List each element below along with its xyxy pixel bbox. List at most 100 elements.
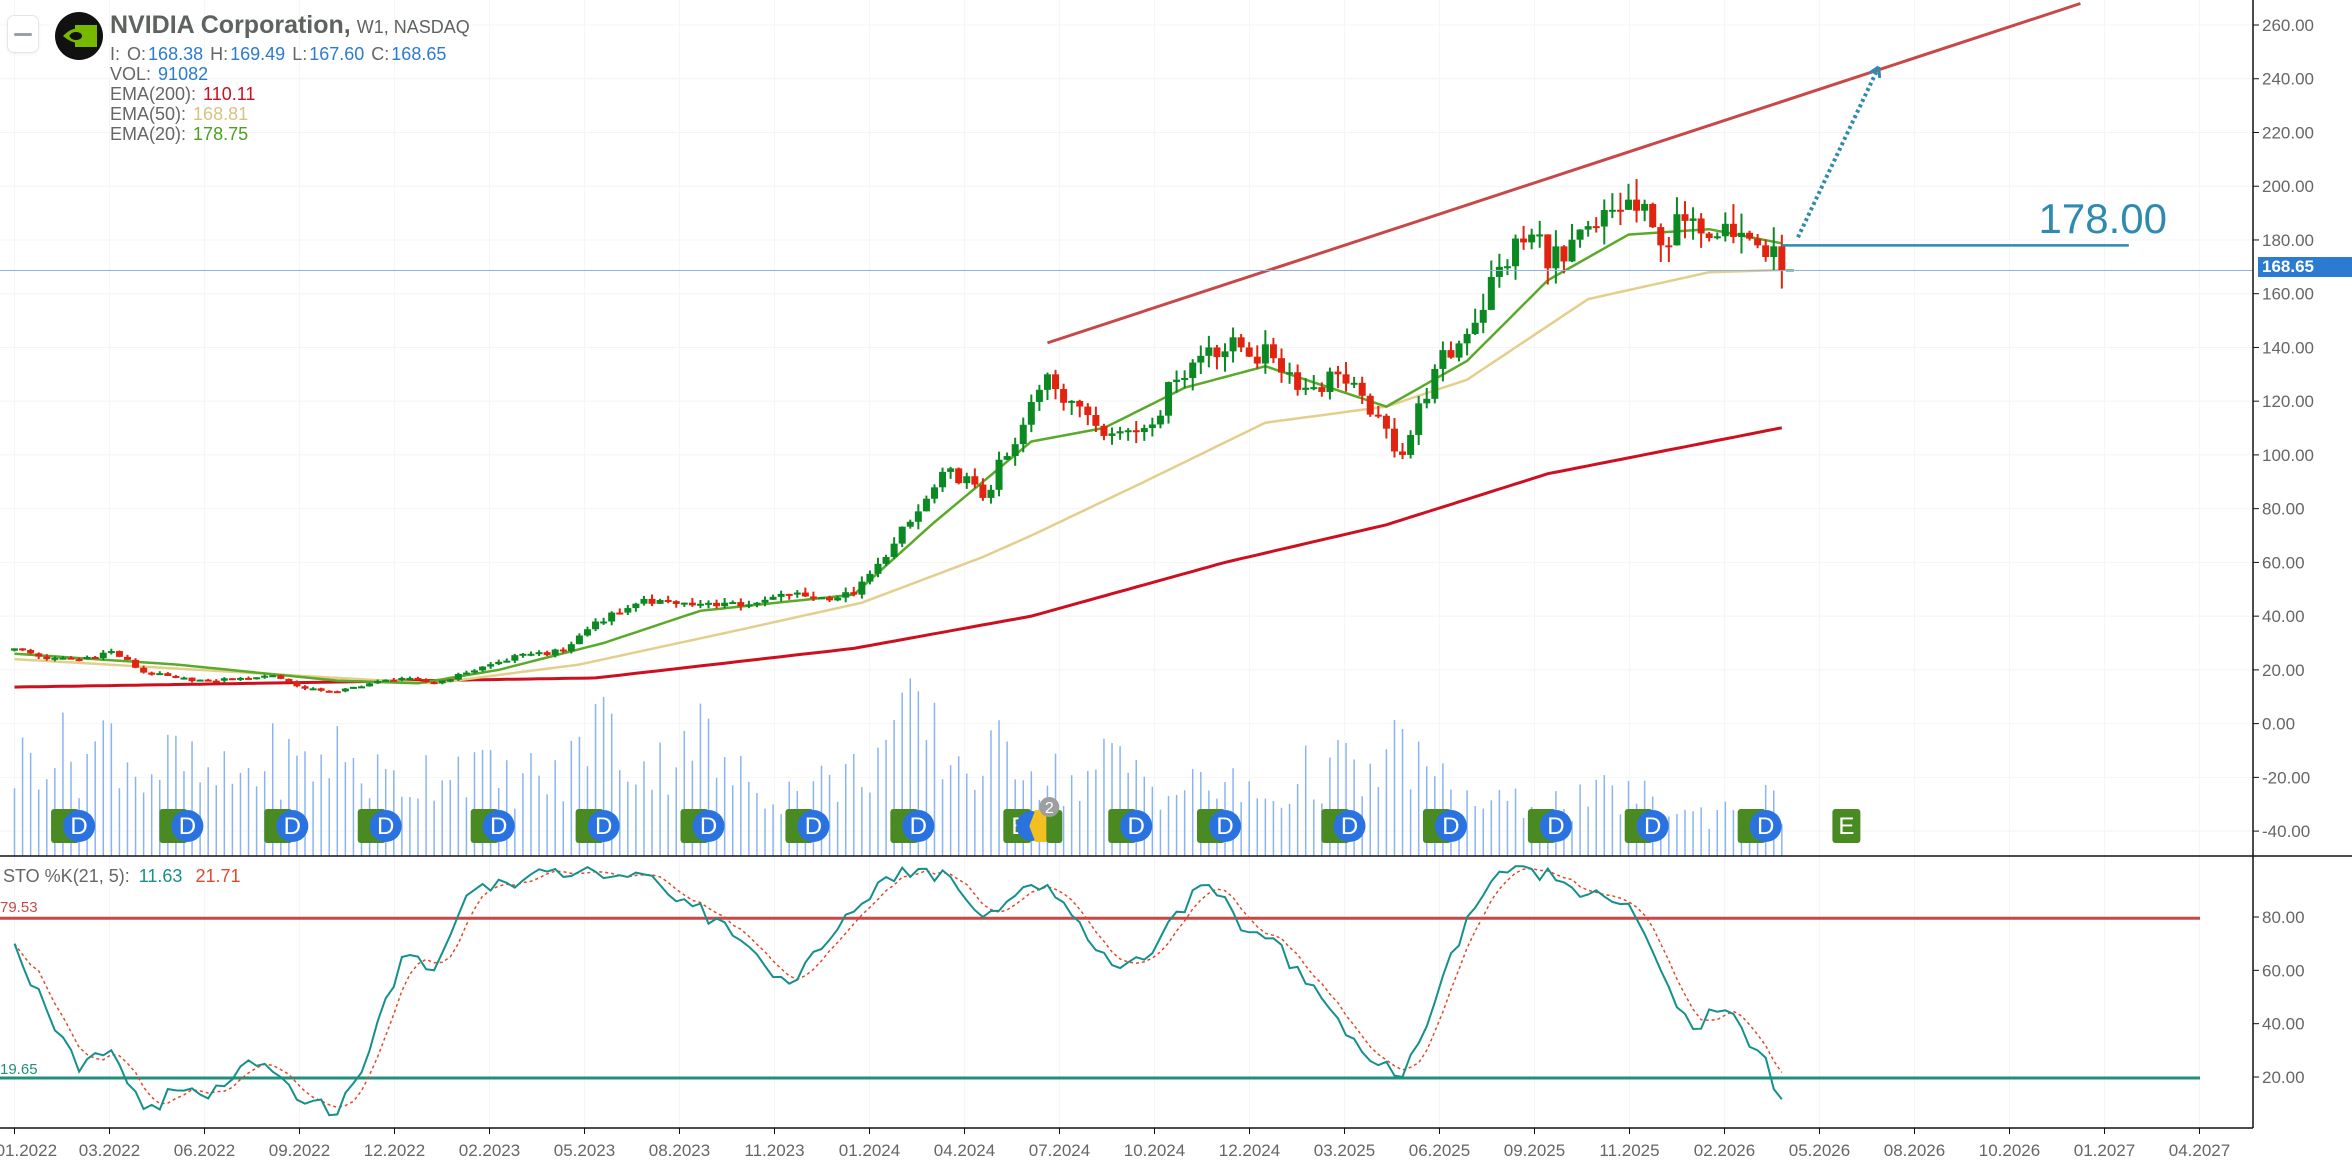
candle-body [1084,406,1092,416]
candle-body [1737,232,1745,237]
stochastic-legend: STO %K(21, 5): 11.63 21.71 [3,866,241,887]
candle-body [1463,334,1471,344]
candle-body [1148,424,1156,429]
dividend-marker-label: D [284,813,301,840]
candle-body [99,652,107,659]
collapse-legend-button[interactable] [7,15,39,53]
target-price-label[interactable]: 178.00 [2038,195,2167,242]
drawings[interactable] [0,2,2253,345]
dividend-marker-label: D [805,813,822,840]
stochastic-pane [0,865,2200,1117]
stochastic-label: STO %K(21, 5): [3,866,130,886]
candle-body [59,657,67,660]
candle-body [19,648,27,651]
current-price-tag: 168.65 [2258,257,2352,277]
candle-body [826,597,834,601]
candle-body [1641,203,1649,211]
candle-body [1229,337,1237,352]
candle-body [1390,428,1398,452]
candle-body [519,653,527,656]
dividend-marker [1434,810,1467,842]
dividend-marker [1636,810,1669,842]
candle-body [1326,371,1334,392]
candle-body [1374,414,1382,417]
candle-body [107,651,115,654]
candle-body [809,596,817,599]
candle-body [939,471,947,488]
candle-body [1770,246,1778,258]
candle-body [164,673,172,676]
candle-body [632,603,640,609]
candle-body [261,675,269,678]
earnings-marker [1832,809,1861,843]
candle-body [1399,451,1407,455]
sto-tick-label: 20.00 [2262,1068,2305,1087]
date-tick-label: 03.01.2022 [0,1141,57,1160]
price-tick-label: 0.00 [2262,715,2295,734]
dividend-marker [63,810,96,842]
dividend-marker-label: D [700,813,717,840]
candle-body [987,489,995,498]
candle-body [1140,428,1148,433]
candle-body [333,691,341,694]
candle-body [1253,356,1261,364]
trendline [1046,2,2081,345]
candle-body [1035,389,1043,402]
candle-body [1528,234,1536,243]
candle-body [640,598,648,604]
ema20-label: EMA(20): [110,124,187,144]
candle-body [624,608,632,613]
candle-body [1697,218,1705,234]
candle-body [115,651,123,657]
candle-body [325,690,333,693]
candle-body [1382,415,1390,429]
candle-body [1173,379,1181,383]
ohlc-row: I: O: 168.38 H: 169.49 L: 167.60 C: 168.65 [110,44,470,64]
candle-body [995,459,1003,490]
price-tick-label: 80.00 [2262,500,2305,519]
candle-body [1657,227,1665,246]
candle-body [906,521,914,527]
candle-body [1019,424,1027,445]
candle-body [527,653,535,656]
candle-body [1592,226,1600,229]
sto-tick-label: 60.00 [2262,961,2305,980]
candle-body [1689,218,1697,221]
candle-body [1616,209,1624,212]
candle-body [269,675,277,678]
timeframe-exchange: W1, NASDAQ [356,17,470,37]
candle-body [1600,210,1608,227]
dividend-marker [1209,810,1241,842]
stochastic-k-line [13,865,1783,1117]
candle-body [470,670,478,673]
price-tick-label: 100.00 [2262,446,2314,465]
candle-body [91,657,99,660]
candle-body [963,476,971,484]
candle-body [1544,234,1552,269]
earnings-marker [1046,810,1063,843]
candle-body [1665,245,1673,248]
candle-body [1576,229,1584,240]
candle-body [487,664,495,667]
stochastic-k-value: 11.63 [138,866,183,886]
candle-body [398,677,406,681]
candle-body [688,602,696,606]
candle-body [583,629,591,636]
candle-body [67,657,75,660]
ema200-line [14,426,1783,689]
candle-body [705,602,713,605]
candle-body [1068,400,1076,403]
candle-body [737,602,745,607]
candle-body [866,573,874,582]
candle-body [914,511,922,522]
candle-body [1197,355,1205,363]
candle-body [1584,226,1592,230]
candle-body [680,602,688,605]
candle-body [535,652,543,655]
date-tick-label: 11.2023 [744,1141,804,1160]
candle-body [277,675,285,679]
candle-body [592,621,600,630]
candle-body [123,656,131,660]
